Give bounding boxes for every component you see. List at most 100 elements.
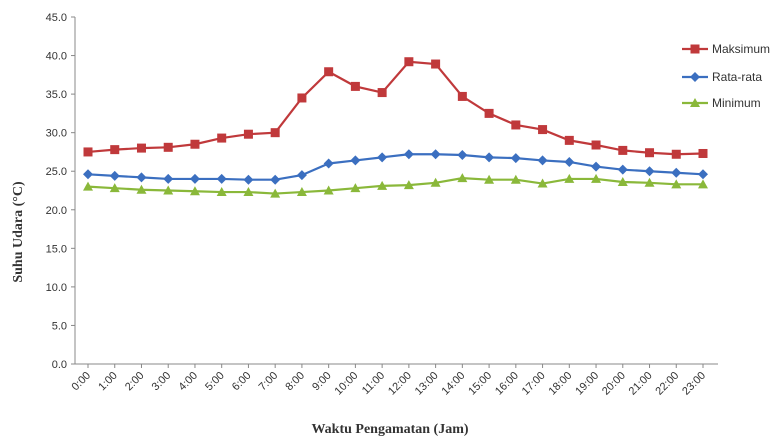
data-point [430, 177, 441, 187]
legend-marker [690, 72, 700, 82]
data-point [484, 108, 494, 118]
y-tick-label: 10.0 [46, 282, 67, 294]
data-point [484, 174, 495, 184]
legend-item: Rata-rata [682, 70, 762, 84]
data-point [510, 153, 521, 164]
data-point [270, 174, 281, 185]
data-point [484, 152, 495, 163]
data-point [377, 180, 388, 190]
x-tick-label: 15:00 [466, 370, 494, 398]
x-tick-label: 14:00 [440, 370, 468, 398]
data-point [243, 129, 253, 139]
data-point [671, 149, 681, 159]
data-point [537, 178, 548, 188]
x-tick-label: 8:00 [283, 370, 307, 394]
series-minimum [83, 173, 708, 198]
y-tick-label: 5.0 [52, 320, 67, 332]
data-point [324, 67, 334, 77]
legend-item: Minimum [682, 96, 761, 110]
data-point [698, 169, 708, 180]
data-point [457, 150, 468, 161]
data-point [136, 143, 146, 153]
x-tick-label: 3:00 [150, 370, 174, 394]
data-point [644, 177, 655, 187]
data-point [644, 166, 655, 177]
y-tick-label: 40.0 [46, 51, 67, 63]
x-tick-label: 16:00 [493, 370, 521, 398]
data-point [377, 88, 387, 98]
data-point [270, 188, 281, 198]
data-point [430, 149, 441, 160]
data-point [564, 173, 575, 183]
x-tick-label: 23:00 [680, 370, 708, 398]
x-tick-label: 17:00 [520, 370, 548, 398]
data-point [190, 139, 200, 149]
data-point [216, 187, 227, 197]
y-tick-label: 30.0 [46, 128, 67, 140]
series-line [87, 177, 703, 195]
data-point [350, 81, 360, 91]
legend-label: Maksimum [712, 42, 770, 56]
series-rata-rata [83, 149, 708, 185]
data-point [671, 179, 682, 189]
data-point [323, 158, 334, 169]
x-axis-label: Waktu Pengamatan (Jam) [311, 422, 468, 437]
x-tick-label: 4:00 [176, 370, 200, 394]
data-point [618, 145, 628, 155]
data-point [617, 164, 628, 175]
data-point [270, 128, 280, 138]
x-tick-label: 18:00 [546, 370, 574, 398]
data-point [457, 173, 468, 183]
data-point [431, 59, 441, 69]
legend-marker [690, 98, 700, 107]
data-point [163, 185, 174, 195]
data-point [189, 186, 200, 196]
data-point [296, 170, 307, 181]
data-point [350, 155, 361, 166]
data-point [538, 125, 548, 135]
data-point [537, 155, 548, 166]
x-tick-label: 9:00 [310, 370, 334, 394]
data-point [564, 156, 575, 167]
data-point [323, 185, 334, 195]
data-point [645, 148, 655, 158]
data-point [163, 173, 174, 184]
data-point [83, 181, 93, 191]
y-tick-label: 45.0 [46, 12, 67, 24]
data-point [564, 135, 574, 145]
data-point [109, 183, 120, 193]
y-tick-label: 15.0 [46, 243, 67, 255]
data-point [698, 148, 708, 158]
data-point [671, 167, 682, 178]
x-tick-label: 2:00 [123, 370, 147, 394]
data-point [511, 120, 521, 130]
data-point [296, 187, 307, 197]
legend-item: Maksimum [682, 42, 770, 56]
data-point [591, 140, 601, 150]
x-axis-ticks: 0:00 1:00 2:00 3:00 4:00 5:00 6:00 7:00 8:00 9:00… [69, 364, 708, 398]
data-point [403, 149, 414, 160]
data-point [136, 172, 147, 183]
x-tick-label: 7:00 [257, 370, 281, 394]
data-point [136, 184, 147, 194]
y-tick-label: 25.0 [46, 166, 67, 178]
y-tick-label: 20.0 [46, 205, 67, 217]
data-point [377, 152, 388, 163]
x-tick-label: 22:00 [653, 370, 681, 398]
data-point [216, 173, 227, 184]
y-axis-ticks: 0.0 5.0 10.0 15.0 20.0 25.0 30.0 35.0 40.0 45.0 [46, 12, 75, 371]
data-point [217, 133, 227, 143]
data-point [110, 145, 120, 155]
legend-label: Minimum [712, 96, 761, 110]
data-point [297, 93, 307, 103]
data-point [404, 57, 414, 67]
x-tick-label: 21:00 [627, 370, 655, 398]
data-point [83, 169, 93, 180]
x-tick-label: 20:00 [600, 370, 628, 398]
chart-axes [74, 17, 718, 365]
x-tick-label: 11:00 [360, 370, 387, 397]
data-point [350, 183, 361, 193]
x-tick-label: 13:00 [413, 370, 441, 398]
data-point [698, 179, 708, 189]
x-tick-label: 6:00 [230, 370, 254, 394]
